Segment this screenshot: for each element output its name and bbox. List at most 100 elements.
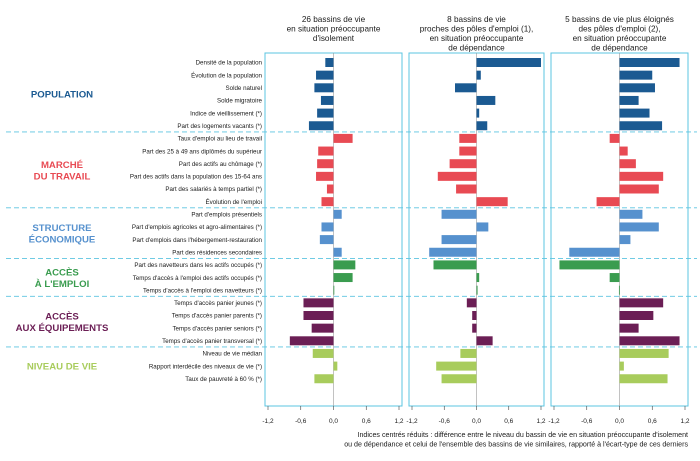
category-label: AUX ÉQUIPEMENTS (16, 322, 109, 334)
indicator-label: Part d'emplois présentiels (191, 212, 262, 219)
bar (619, 348, 669, 358)
indicator-label: Temps d'accès panier seniors (*) (172, 325, 262, 332)
bar (569, 247, 620, 257)
bar (619, 58, 680, 67)
bar (308, 121, 334, 131)
x-tick-label: 0,0 (329, 418, 338, 425)
note-line: ou de dépendance et celui de l'ensemble … (344, 441, 688, 449)
indicator-label: Part des 25 à 49 ans diplômés du supérie… (142, 148, 262, 155)
indicator-label: Taux d'emploi au lieu de travail (178, 136, 262, 143)
panel-title-line: 26 bassins de vie (302, 15, 366, 24)
bar (333, 247, 342, 257)
bar (619, 159, 636, 169)
x-tick-label: 0,6 (362, 418, 371, 425)
x-tick-label: 1,2 (394, 418, 403, 425)
indicator-label: Rapport interdécile des niveaux de vie (… (149, 363, 262, 370)
indicator-label: Solde migratoire (217, 98, 263, 105)
bar (619, 121, 663, 131)
note-line: Indices centrés réduits : différence ent… (358, 431, 689, 439)
bar (619, 298, 664, 308)
bar (619, 171, 664, 181)
bar (619, 108, 650, 118)
panel-title-line: en situation préoccupante (573, 34, 667, 43)
category-label: NIVEAU DE VIE (27, 362, 98, 373)
bar (319, 235, 334, 245)
category-label: MARCHÉ (41, 159, 84, 171)
panel-title-line: de dépendance (448, 44, 505, 53)
bar (429, 247, 477, 257)
bar (619, 83, 655, 93)
bar (466, 298, 477, 308)
bar (326, 184, 334, 194)
bar (619, 235, 631, 245)
bar (596, 197, 620, 207)
bar (321, 197, 334, 207)
bar (333, 285, 335, 295)
indicator-label: Densité de la population (196, 60, 263, 67)
bar (476, 222, 489, 232)
bar (333, 133, 353, 143)
bar (619, 95, 639, 105)
bar (455, 83, 477, 93)
panel-title-line: 5 bassins de vie plus éloignés (565, 15, 674, 24)
bar (476, 273, 480, 283)
indicator-label: Taux de pauvreté à 60 % (*) (185, 376, 262, 383)
bar (321, 222, 334, 232)
bar (289, 336, 334, 346)
panel-title-line: 8 bassins de vie (447, 15, 506, 24)
bar (619, 361, 624, 371)
bar (476, 58, 541, 67)
bar (472, 311, 477, 320)
bar (317, 108, 334, 118)
panel-title-line: en situation préoccupante (287, 25, 381, 34)
bar (476, 70, 481, 80)
panel-title-line: des pôles d'emploi (2), (578, 25, 660, 34)
bar (619, 311, 654, 320)
indicator-label: Temps d'accès panier parents (*) (172, 313, 262, 320)
bar (619, 336, 680, 346)
bar (333, 361, 338, 371)
bar (619, 184, 659, 194)
bar (316, 171, 334, 181)
x-tick-label: -1,2 (262, 418, 274, 425)
bar (311, 323, 334, 333)
bar (456, 184, 477, 194)
indicator-label: Part des salariés à temps partiel (*) (165, 186, 262, 193)
bar (619, 70, 653, 80)
bar (333, 273, 353, 283)
x-tick-label: 1,2 (680, 418, 689, 425)
bar (618, 285, 620, 295)
bar (441, 374, 477, 384)
indicator-label: Temps d'accès à l'emploi des navetteurs … (143, 287, 262, 294)
bar (303, 298, 334, 308)
bar (320, 95, 334, 105)
bar (318, 146, 334, 156)
bar (619, 323, 639, 333)
bar (476, 285, 478, 295)
x-tick-label: -0,6 (581, 418, 593, 425)
bar (609, 133, 620, 143)
bar (333, 209, 342, 219)
chart-note: Indices centrés réduits : différence ent… (344, 431, 688, 449)
bar (437, 171, 477, 181)
panel-title-line: de dépendance (591, 44, 648, 53)
bar (449, 159, 477, 169)
bar (436, 361, 477, 371)
panel-title-line: proches des pôles d'emploi (1), (420, 25, 534, 34)
bar (619, 209, 643, 219)
x-tick-label: 0,6 (648, 418, 657, 425)
x-tick-label: 0,6 (504, 418, 513, 425)
category-label: ACCÈS (45, 311, 79, 323)
indicator-label: Évolution de la population (191, 72, 262, 79)
indicator-label: Temps d'accès panier transversal (*) (162, 338, 262, 345)
panel-title-line: en situation préoccupante (430, 34, 524, 43)
bar (459, 146, 477, 156)
x-tick-label: -1,2 (406, 418, 418, 425)
bar (619, 374, 668, 384)
category-label: À L'EMPLOI (35, 278, 90, 290)
indicator-label: Niveau de vie médian (202, 351, 262, 358)
indicator-label: Part d'emplois dans l'hébergement-restau… (132, 237, 262, 244)
bar (476, 197, 508, 207)
